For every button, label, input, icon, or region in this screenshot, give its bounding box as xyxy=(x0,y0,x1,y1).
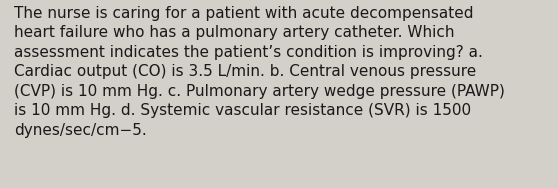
Text: The nurse is caring for a patient with acute decompensated
heart failure who has: The nurse is caring for a patient with a… xyxy=(14,6,505,138)
